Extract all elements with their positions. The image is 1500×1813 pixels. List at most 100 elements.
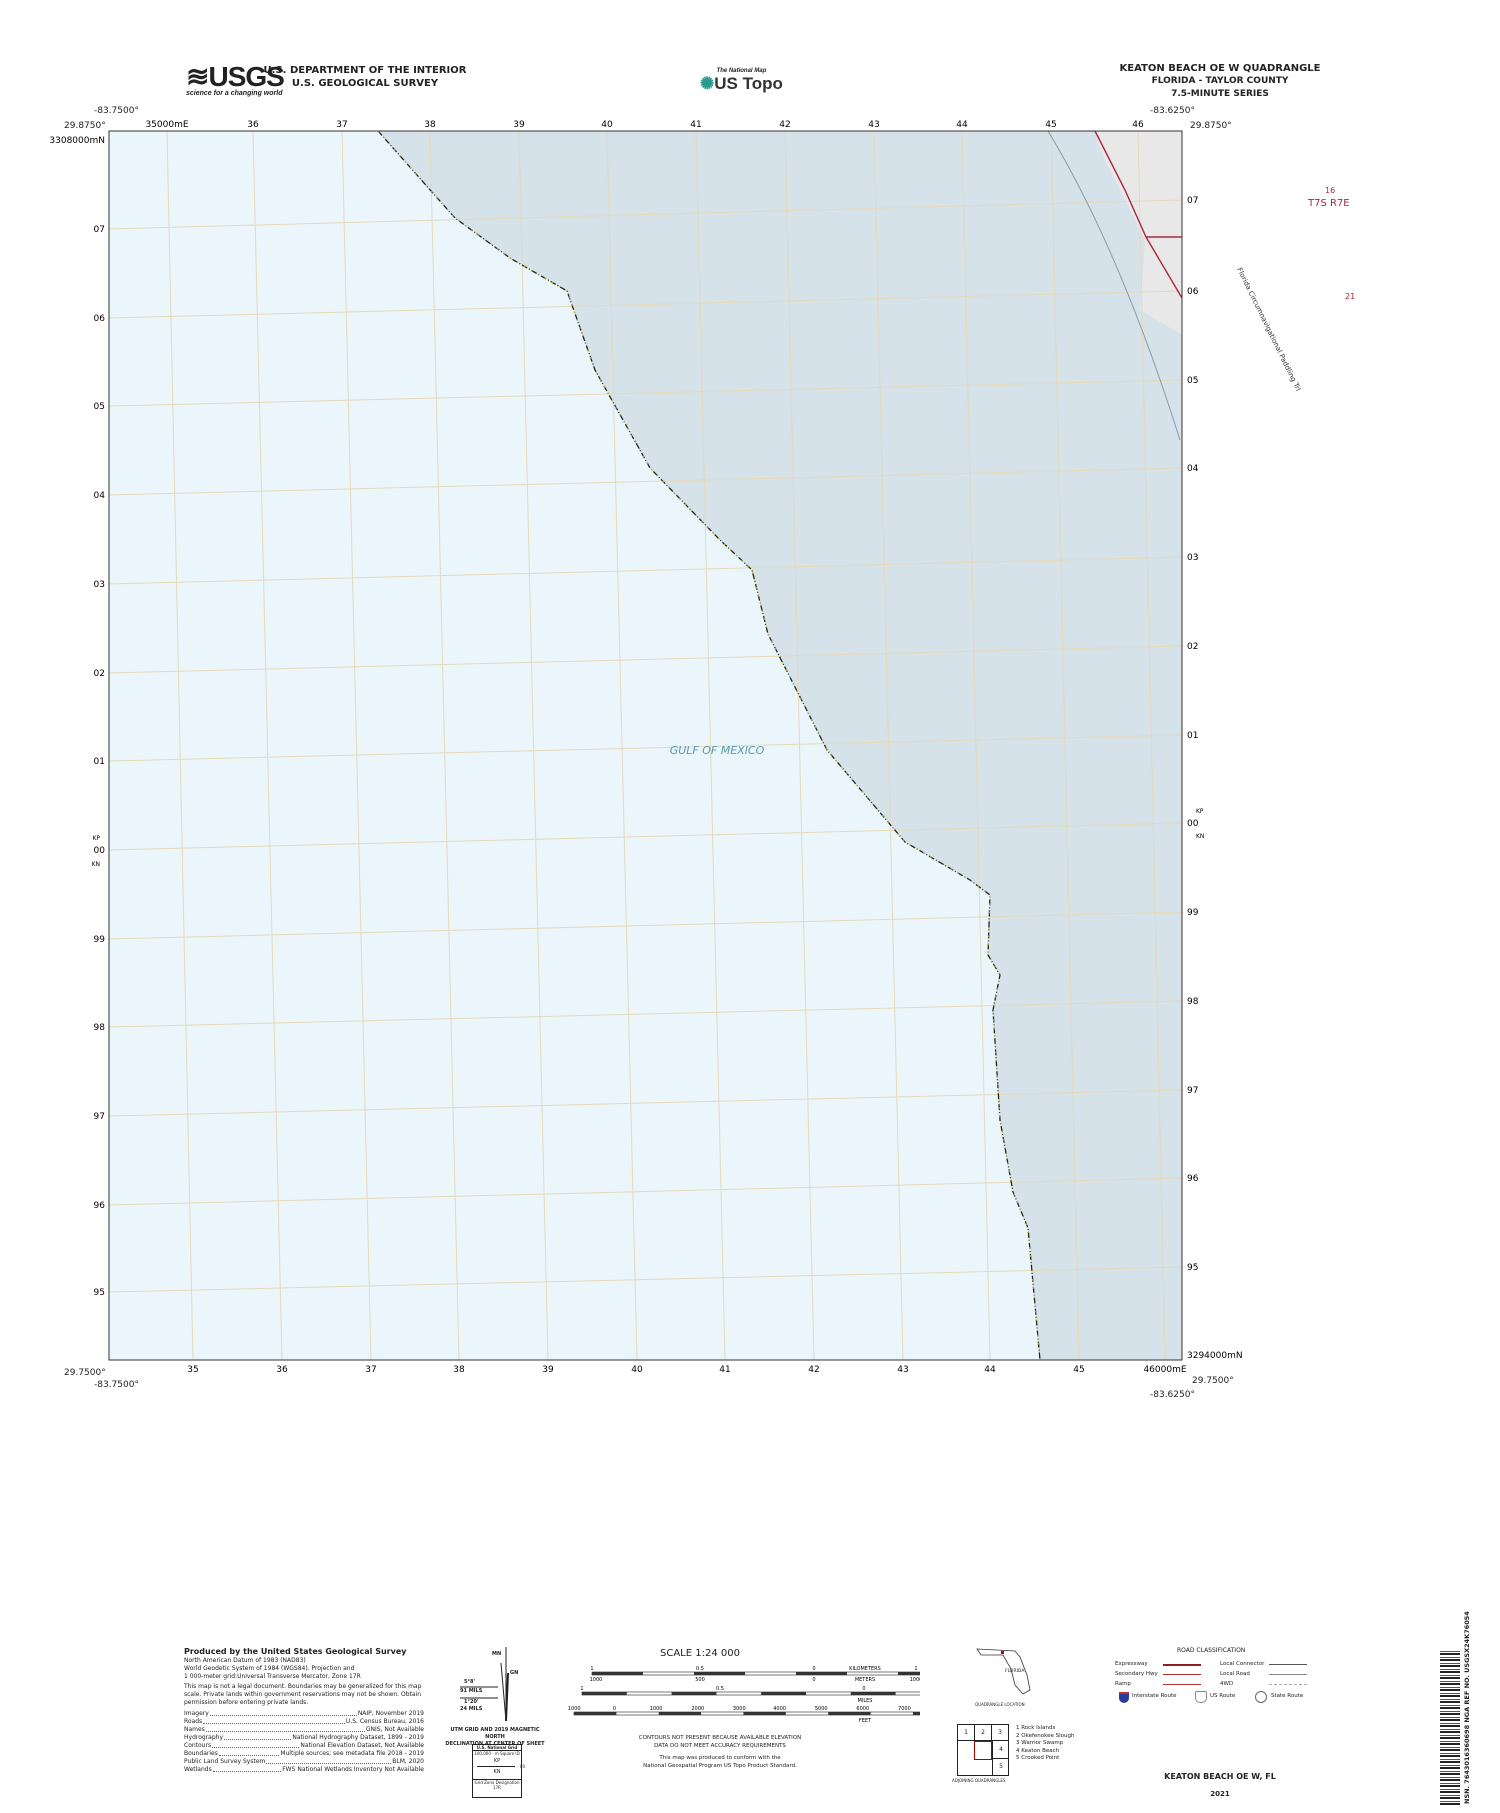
- scale-tick: 0: [613, 1706, 616, 1712]
- northing-label-left: 05: [94, 402, 105, 412]
- easting-label-bottom: 41: [719, 1365, 730, 1375]
- easting-label-top: 41: [690, 120, 701, 130]
- trail-label: Florida Circumnavigational Paddling Trl: [1235, 266, 1302, 392]
- source-row: Names GNIS, Not Available: [184, 1726, 424, 1734]
- gzd-label: KN: [92, 861, 100, 868]
- source-row: Public Land Survey System BLM, 2020: [184, 1758, 424, 1766]
- contour-note: DATA DO NOT MEET ACCURACY REQUIREMENTS: [654, 1743, 786, 1749]
- adjoining-cell[interactable]: 4: [992, 1741, 1009, 1759]
- gzd-label: KP: [1196, 808, 1204, 815]
- northing-label-left: 02: [94, 669, 105, 679]
- easting-label-bottom: 43: [897, 1365, 908, 1375]
- source-row: Imagery NAIP, November 2019: [184, 1710, 424, 1718]
- scale-segment: [912, 1712, 920, 1715]
- source-value: National Elevation Dataset, Not Availabl…: [300, 1742, 424, 1749]
- grid-northing-line: [108, 822, 1183, 851]
- source-key: Wetlands: [184, 1766, 212, 1773]
- adjoining-cell[interactable]: 5: [992, 1759, 1009, 1775]
- northing-label-left: 95: [94, 1288, 105, 1298]
- easting-label-top: 42: [779, 120, 790, 130]
- adjoining-cell[interactable]: 3: [992, 1725, 1008, 1741]
- nw-latitude: 29.8750°: [64, 121, 106, 131]
- easting-label-bottom: 40: [631, 1365, 643, 1375]
- location-caption: QUADRANGLE LOCATION: [975, 1702, 1025, 1707]
- northing-label-right: 05: [1187, 376, 1198, 386]
- grid-easting-line: [1050, 130, 1080, 1361]
- scale-segment: [828, 1712, 871, 1715]
- scale-tick: 0: [812, 1666, 815, 1672]
- gzd-label: KN: [1196, 833, 1204, 840]
- us-topo-logo: The National Map ✺US Topo: [700, 68, 783, 94]
- grid-northing-line: [108, 1266, 1183, 1293]
- adjoining-cell[interactable]: 2: [975, 1725, 992, 1741]
- source-row: Roads U.S. Census Bureau, 2016: [184, 1718, 424, 1726]
- grid-northing-line: [108, 467, 1183, 496]
- easting-label-top: 43: [868, 120, 879, 130]
- scale-tick: 0: [812, 1677, 815, 1683]
- scale-segment: [761, 1692, 806, 1695]
- northing-label-left: 01: [94, 757, 105, 767]
- easting-label-top: 45: [1045, 120, 1056, 130]
- gzd-label: Grid Zone Designation: [473, 1779, 521, 1785]
- source-key: Names: [184, 1726, 205, 1733]
- scale-unit: MILES: [858, 1698, 873, 1704]
- usgs-logo: ≋USGS science for a changing world: [186, 61, 285, 98]
- scale-tick: 4000: [773, 1706, 786, 1712]
- scale-segment: [694, 1672, 745, 1675]
- easting-label-top: 44: [956, 120, 968, 130]
- source-row: Wetlands FWS National Wetlands Inventory …: [184, 1766, 424, 1774]
- usng-number: 00: [519, 1764, 525, 1769]
- northing-label-left: 98: [94, 1023, 106, 1033]
- utm-grid: [108, 130, 1183, 1361]
- scale-unit: FEET: [859, 1718, 872, 1724]
- section-number: 16: [1325, 186, 1335, 195]
- scale-tick: 1000: [650, 1706, 663, 1712]
- survey-name: U.S. GEOLOGICAL SURVEY: [291, 78, 439, 89]
- convergence-mils: 24 MILS: [460, 1706, 483, 1712]
- legend-ramp: Ramp: [1115, 1681, 1131, 1687]
- source-key: Roads: [184, 1718, 203, 1725]
- paddling-trail-line[interactable]: [1047, 130, 1181, 441]
- northing-label-left: 99: [94, 935, 106, 945]
- adjoining-quad-name: 3 Warrior Swamp: [1016, 1740, 1064, 1746]
- section-number: 21: [1345, 292, 1355, 301]
- topo-logo-icon: ✺: [700, 74, 715, 93]
- source-key: Hydrography: [184, 1734, 223, 1741]
- scale-segment: [850, 1692, 896, 1695]
- northing-label-right: 00: [1187, 819, 1199, 829]
- scale-tick: 0.5: [716, 1686, 724, 1692]
- scale-tick: 1: [580, 1686, 583, 1692]
- ne-latitude: 29.8750°: [1190, 121, 1232, 131]
- easting-label-top: 36: [247, 120, 259, 130]
- grid-northing-line: [108, 556, 1183, 585]
- legend-local-connector: Local Connector: [1220, 1661, 1265, 1667]
- grid-northing-line: [108, 734, 1183, 762]
- footer-year: 2021: [1210, 1790, 1230, 1798]
- northing-label-left: 3308000mN: [49, 136, 105, 146]
- easting-label-top: 40: [601, 120, 613, 130]
- credits-line: 1 000-meter grid:Universal Transverse Me…: [184, 1673, 361, 1680]
- easting-label-top: 46: [1132, 120, 1144, 130]
- adjoining-cell[interactable]: 1: [958, 1725, 975, 1741]
- usng-subtitle: 100,000 - m Square ID: [474, 1751, 520, 1756]
- grid-easting-line: [429, 130, 460, 1361]
- northing-label-right: 04: [1187, 464, 1199, 474]
- boundary-line-accent: [377, 130, 1041, 1361]
- northing-label-left: 06: [94, 314, 106, 324]
- credits-block: Produced by the United States Geological…: [184, 1647, 424, 1774]
- source-value: FWS National Wetlands Inventory Not Avai…: [282, 1766, 424, 1773]
- source-value: BLM, 2020: [392, 1758, 424, 1765]
- scale-tick: 1: [590, 1666, 593, 1672]
- section-lines: [1094, 130, 1183, 299]
- scale-tick: 3000: [733, 1706, 746, 1712]
- northing-label-right: 97: [1187, 1086, 1198, 1096]
- legend-4wd: 4WD: [1220, 1681, 1234, 1687]
- scale-tick: 500: [695, 1677, 705, 1683]
- northing-label-left: 04: [94, 491, 106, 501]
- 4wd-symbol: [1269, 1684, 1307, 1685]
- source-row: Hydrography National Hydrography Dataset,…: [184, 1734, 424, 1742]
- usng-kp: KP: [493, 1758, 501, 1764]
- declination-caption: UTM GRID AND 2019 MAGNETIC NORTH: [450, 1727, 540, 1740]
